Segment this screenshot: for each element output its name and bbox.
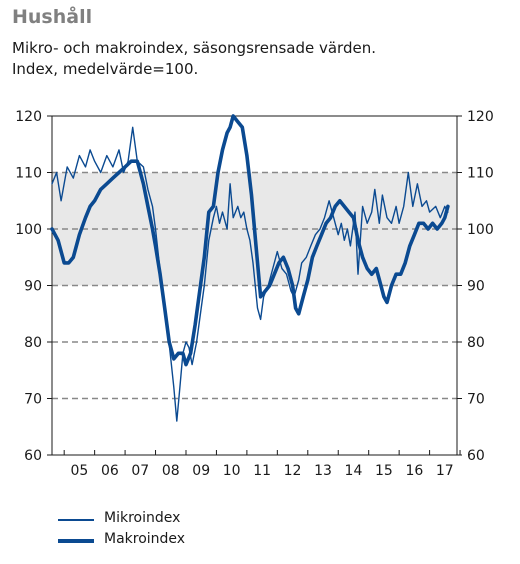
y-tick-label-left-100: 100 bbox=[15, 222, 42, 238]
legend-label-makroindex: Makroindex bbox=[104, 531, 186, 547]
legend-swatch-makroindex bbox=[58, 539, 94, 543]
y-tick-label-right-120: 120 bbox=[467, 109, 494, 125]
x-tick-label-09: 09 bbox=[192, 463, 210, 479]
legend-label-mikroindex: Mikroindex bbox=[104, 510, 181, 526]
y-tick-label-left-120: 120 bbox=[15, 109, 42, 125]
y-tick-label-right-100: 100 bbox=[467, 222, 494, 238]
y-tick-label-right-80: 80 bbox=[467, 335, 485, 351]
legend-swatch-mikroindex bbox=[58, 519, 94, 521]
y-tick-label-left-80: 80 bbox=[24, 335, 42, 351]
y-tick-label-right-110: 110 bbox=[467, 166, 494, 182]
x-tick-label-08: 08 bbox=[162, 463, 180, 479]
chart-title: Hushåll bbox=[12, 6, 93, 28]
x-tick-label-17: 17 bbox=[436, 463, 454, 479]
y-tick-label-left-60: 60 bbox=[24, 448, 42, 464]
x-tick-label-12: 12 bbox=[284, 463, 302, 479]
y-tick-label-right-70: 70 bbox=[467, 392, 485, 408]
y-tick-label-right-60: 60 bbox=[467, 448, 485, 464]
x-tick-label-13: 13 bbox=[314, 463, 332, 479]
series-line-makroindex bbox=[50, 114, 450, 367]
y-tick-label-left-110: 110 bbox=[15, 166, 42, 182]
y-tick-label-left-70: 70 bbox=[24, 392, 42, 408]
x-tick-label-14: 14 bbox=[345, 463, 363, 479]
x-tick-label-06: 06 bbox=[101, 463, 119, 479]
x-tick-label-16: 16 bbox=[405, 463, 423, 479]
x-tick-label-05: 05 bbox=[70, 463, 88, 479]
subtitle-line-1: Mikro- och makroindex, säsongsrensade vä… bbox=[12, 39, 376, 57]
chart-subtitle: Mikro- och makroindex, säsongsrensade vä… bbox=[12, 38, 376, 80]
x-tick-label-15: 15 bbox=[375, 463, 393, 479]
series-line-mikroindex bbox=[51, 126, 449, 422]
y-tick-label-left-90: 90 bbox=[24, 279, 42, 295]
x-tick-label-10: 10 bbox=[223, 463, 241, 479]
x-tick-label-07: 07 bbox=[131, 463, 149, 479]
subtitle-line-2: Index, medelvärde=100. bbox=[12, 60, 199, 78]
y-tick-label-right-90: 90 bbox=[467, 279, 485, 295]
x-tick-label-11: 11 bbox=[253, 463, 271, 479]
